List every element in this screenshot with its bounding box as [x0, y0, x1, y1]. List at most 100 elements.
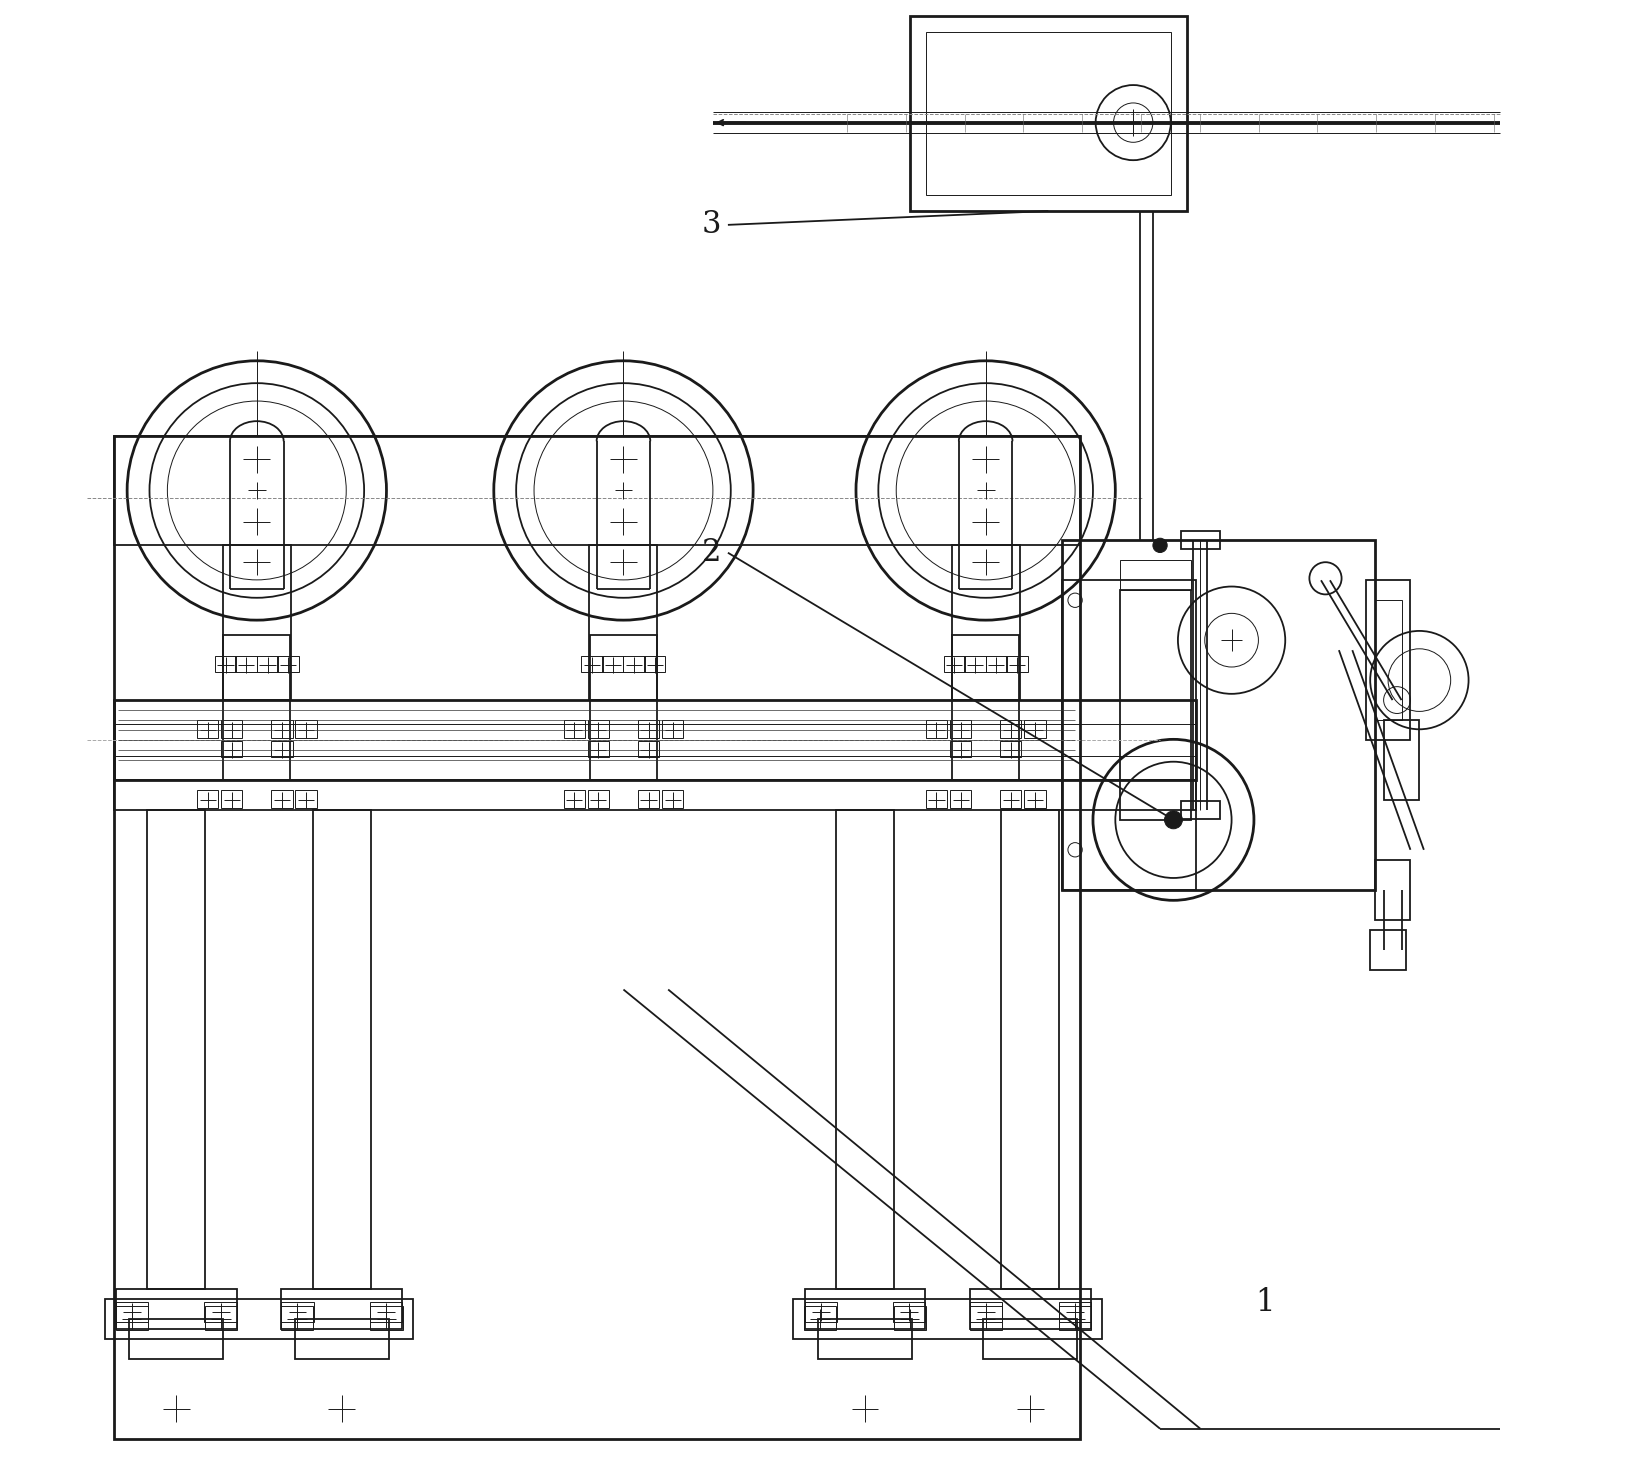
- Bar: [296, 790, 317, 807]
- Bar: [564, 720, 585, 738]
- Bar: [950, 790, 972, 807]
- Bar: [370, 1307, 403, 1330]
- Bar: [1006, 655, 1028, 672]
- Bar: [835, 810, 894, 1289]
- Circle shape: [1152, 538, 1167, 552]
- Bar: [582, 655, 603, 672]
- Bar: [113, 436, 1080, 545]
- Bar: [893, 1302, 926, 1321]
- Bar: [983, 1318, 1077, 1358]
- Bar: [564, 790, 585, 807]
- Bar: [587, 790, 610, 807]
- Bar: [220, 741, 243, 757]
- Circle shape: [1164, 812, 1182, 829]
- Bar: [204, 1302, 237, 1321]
- Bar: [224, 700, 291, 779]
- Bar: [1024, 790, 1046, 807]
- Bar: [1366, 580, 1411, 739]
- Bar: [296, 720, 317, 738]
- Bar: [1120, 560, 1192, 591]
- Bar: [206, 1307, 237, 1330]
- Bar: [113, 700, 1195, 779]
- Bar: [590, 545, 658, 700]
- Bar: [235, 655, 256, 672]
- Bar: [105, 1299, 413, 1339]
- Bar: [952, 545, 1019, 700]
- Bar: [281, 1289, 403, 1329]
- Bar: [590, 700, 658, 779]
- Bar: [963, 655, 986, 672]
- Bar: [602, 655, 623, 672]
- Bar: [970, 1302, 1003, 1321]
- Bar: [271, 790, 293, 807]
- Bar: [952, 700, 1019, 779]
- Bar: [638, 790, 659, 807]
- Bar: [220, 720, 243, 738]
- Bar: [294, 1318, 388, 1358]
- Bar: [1062, 580, 1195, 890]
- Bar: [623, 655, 644, 672]
- Bar: [271, 741, 293, 757]
- Bar: [1000, 790, 1021, 807]
- Bar: [113, 779, 1195, 810]
- Bar: [663, 790, 684, 807]
- Bar: [256, 655, 278, 672]
- Bar: [950, 741, 972, 757]
- Text: 2: 2: [702, 538, 722, 569]
- Bar: [1024, 720, 1046, 738]
- Bar: [220, 790, 243, 807]
- Bar: [115, 1307, 148, 1330]
- Bar: [281, 1307, 312, 1330]
- Bar: [215, 655, 237, 672]
- Bar: [944, 655, 965, 672]
- Bar: [113, 436, 1080, 1439]
- Bar: [1059, 1307, 1092, 1330]
- Bar: [1000, 741, 1021, 757]
- Bar: [271, 720, 293, 738]
- Bar: [986, 655, 1008, 672]
- Bar: [804, 1307, 837, 1330]
- Bar: [794, 1299, 1101, 1339]
- Bar: [1374, 860, 1411, 919]
- Bar: [117, 1289, 237, 1329]
- Bar: [909, 16, 1187, 211]
- Bar: [1120, 591, 1192, 820]
- Bar: [1374, 601, 1401, 720]
- Bar: [370, 1302, 403, 1321]
- Bar: [1180, 801, 1220, 819]
- Bar: [644, 655, 666, 672]
- Text: 1: 1: [1256, 1287, 1276, 1318]
- Bar: [278, 655, 299, 672]
- Bar: [197, 790, 219, 807]
- Bar: [804, 1302, 837, 1321]
- Bar: [1369, 929, 1406, 969]
- Bar: [926, 790, 947, 807]
- Bar: [148, 810, 206, 1289]
- Bar: [1000, 720, 1021, 738]
- Bar: [1001, 810, 1059, 1289]
- Bar: [130, 1318, 224, 1358]
- Text: 3: 3: [702, 209, 722, 240]
- Bar: [281, 1302, 314, 1321]
- Bar: [952, 635, 1019, 700]
- Bar: [1062, 541, 1374, 890]
- Bar: [1384, 720, 1419, 800]
- Bar: [663, 720, 684, 738]
- Bar: [1180, 532, 1220, 549]
- Bar: [1059, 1302, 1090, 1321]
- Bar: [950, 720, 972, 738]
- Bar: [926, 720, 947, 738]
- Bar: [819, 1318, 912, 1358]
- Bar: [312, 810, 372, 1289]
- Bar: [197, 720, 219, 738]
- Bar: [587, 720, 610, 738]
- Bar: [970, 1289, 1090, 1329]
- Bar: [894, 1307, 926, 1330]
- Bar: [804, 1289, 926, 1329]
- Bar: [970, 1307, 1001, 1330]
- Bar: [224, 635, 291, 700]
- Bar: [638, 720, 659, 738]
- Bar: [590, 635, 658, 700]
- Bar: [224, 545, 291, 700]
- Bar: [638, 741, 659, 757]
